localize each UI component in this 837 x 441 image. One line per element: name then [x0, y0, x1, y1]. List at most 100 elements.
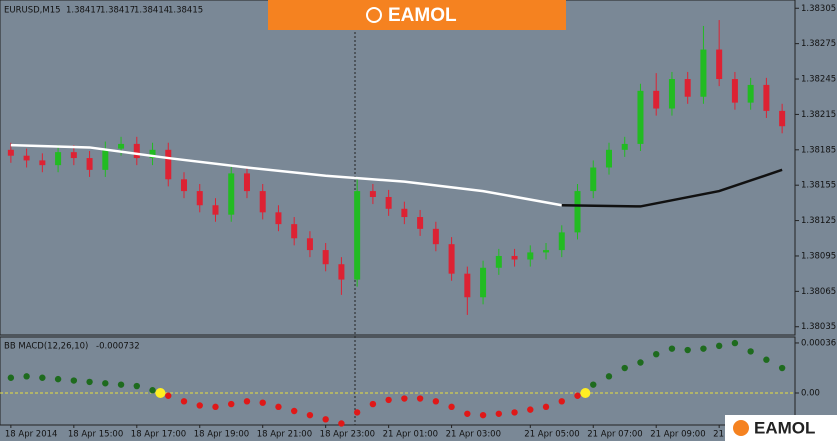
macd-dot [369, 400, 377, 408]
macd-dot [590, 381, 597, 388]
candle-body [181, 179, 188, 192]
macd-dot [353, 409, 361, 416]
macd-dot [306, 411, 314, 419]
candle-body [212, 205, 219, 215]
x-tick-label: 18 Apr 19:00 [194, 430, 249, 440]
macd-dot [385, 396, 392, 404]
x-tick-label: 21 Apr 07:00 [587, 430, 642, 440]
candle-body [385, 196, 392, 209]
logo-banner [268, 0, 566, 30]
macd-dot [495, 410, 503, 417]
y-tick-label: 0.00 [801, 388, 820, 398]
candle-body [668, 79, 675, 109]
candle-body [605, 149, 612, 168]
cross-marker [155, 387, 166, 398]
candle-body [228, 173, 235, 215]
candle-body [779, 110, 786, 127]
candle-body [102, 148, 109, 170]
candle-body [70, 152, 77, 159]
moving-average [10, 143, 562, 207]
price: 1.38415 [168, 6, 203, 16]
price: 1.38417 [100, 6, 135, 16]
price: 1.38417 [66, 6, 101, 16]
candle-body [7, 149, 14, 156]
candle-body [511, 255, 518, 260]
candle-body [448, 244, 455, 274]
cross-marker [580, 387, 591, 398]
candle-body [23, 155, 30, 161]
candle-body [86, 158, 93, 170]
y-tick-label: 1.38215 [801, 110, 836, 120]
macd-dot [338, 420, 345, 427]
macd-dot [763, 356, 770, 363]
macd-dot [637, 359, 644, 366]
macd-dot [133, 382, 140, 390]
x-tick-label: 18 Apr 23:00 [320, 430, 375, 440]
x-tick-label: 18 Apr 2014 [5, 430, 58, 440]
macd-dot [731, 339, 739, 347]
x-tick-label: 21 Apr 05:00 [524, 430, 579, 440]
candle-body [716, 49, 723, 80]
candle-body [527, 252, 534, 260]
macd-dot [479, 411, 487, 419]
macd-dot [621, 364, 628, 372]
candle-body [338, 264, 345, 280]
macd-dot [574, 392, 581, 399]
x-tick-label: 18 Apr 15:00 [68, 430, 123, 440]
macd-dot [653, 350, 660, 358]
macd-panel [0, 336, 796, 426]
macd-dot [747, 348, 754, 355]
main-panel [0, 0, 796, 336]
candle-body [133, 143, 140, 159]
y-tick-label: 1.38155 [801, 181, 836, 191]
candle-body [621, 143, 628, 150]
macd-dot [117, 381, 125, 388]
macd-dot [464, 410, 471, 417]
candle-body [275, 212, 282, 225]
macd-dot [290, 407, 298, 415]
candle-body [464, 273, 471, 298]
candle-body [731, 79, 738, 103]
candle-body [243, 173, 250, 192]
y-tick-label: 1.38065 [801, 287, 836, 297]
candle-body [118, 143, 125, 149]
candle-body [574, 191, 581, 233]
indicator-value: -0.000732 [96, 342, 140, 352]
macd-dot [684, 346, 691, 354]
macd-dot [86, 378, 93, 386]
candle-body [495, 255, 502, 268]
candle-body [637, 90, 644, 144]
indicator-name: BB MACD(12,26,10) [4, 342, 88, 352]
candle-body [763, 84, 770, 111]
y-tick-label: 1.38305 [801, 4, 836, 14]
y-tick-label: 1.38245 [801, 75, 836, 85]
logo: EAMOL [754, 418, 815, 437]
macd-dot [778, 364, 786, 372]
symbol: EURUSD,M15 [4, 6, 61, 16]
macd-dot [70, 377, 78, 384]
macd-dot [700, 345, 707, 352]
macd-dot [605, 373, 613, 380]
candle-body [39, 160, 46, 166]
candle-body [480, 267, 487, 298]
candle-body [354, 191, 361, 280]
y-tick-label: 1.38035 [801, 322, 836, 332]
x-tick-label: 21 Apr 01:00 [383, 430, 438, 440]
candle-body [369, 191, 376, 197]
macd-dot [180, 398, 188, 405]
macd-dot [322, 416, 329, 423]
y-tick-label: 1.38125 [801, 216, 836, 226]
macd-dot [448, 403, 455, 411]
macd-dot [668, 345, 676, 352]
candle-body [558, 232, 565, 251]
y-tick-label: 1.38275 [801, 39, 836, 49]
macd-dot [196, 402, 203, 409]
x-tick-label: 18 Apr 17:00 [131, 430, 186, 440]
y-tick-label: 1.38185 [801, 145, 836, 155]
candle-body [543, 250, 550, 253]
macd-dot [715, 342, 723, 350]
macd-dot [401, 395, 408, 402]
macd-dot [54, 375, 62, 383]
